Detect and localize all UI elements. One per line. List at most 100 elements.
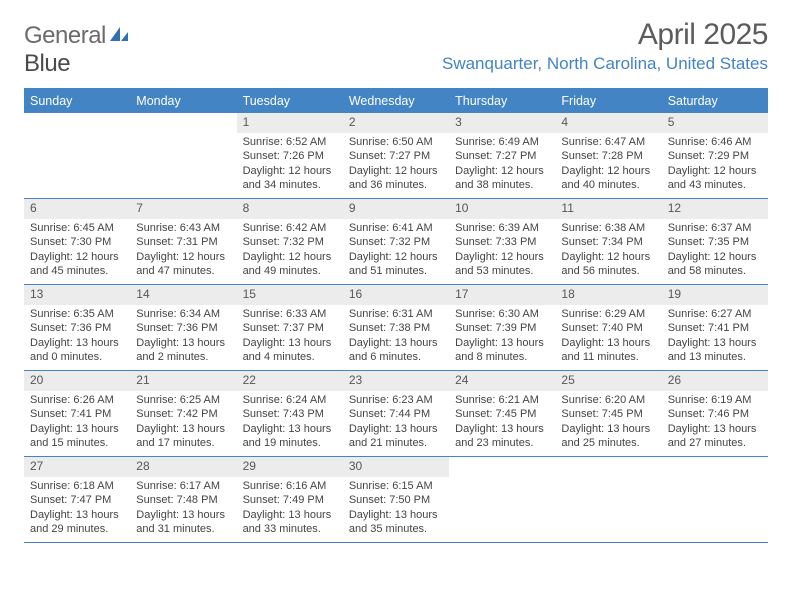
daylight-line: Daylight: 13 hours and 33 minutes. [243, 508, 337, 537]
sunset-line: Sunset: 7:34 PM [561, 235, 655, 250]
daylight-line: Daylight: 13 hours and 25 minutes. [561, 422, 655, 451]
calendar-cell: 16Sunrise: 6:31 AMSunset: 7:38 PMDayligh… [343, 285, 449, 370]
daylight-line: Daylight: 12 hours and 58 minutes. [668, 250, 762, 279]
day-number: 29 [237, 457, 343, 477]
daylight-line: Daylight: 12 hours and 40 minutes. [561, 164, 655, 193]
day-number: 21 [130, 371, 236, 391]
sunset-line: Sunset: 7:32 PM [349, 235, 443, 250]
day-header: Saturday [662, 90, 768, 113]
sunrise-line: Sunrise: 6:41 AM [349, 221, 443, 236]
sunrise-line: Sunrise: 6:37 AM [668, 221, 762, 236]
calendar-cell: 2Sunrise: 6:50 AMSunset: 7:27 PMDaylight… [343, 113, 449, 198]
cell-body: Sunrise: 6:17 AMSunset: 7:48 PMDaylight:… [130, 477, 236, 541]
cell-body: Sunrise: 6:47 AMSunset: 7:28 PMDaylight:… [555, 133, 661, 197]
cell-body: Sunrise: 6:38 AMSunset: 7:34 PMDaylight:… [555, 219, 661, 283]
sunset-line: Sunset: 7:33 PM [455, 235, 549, 250]
sunrise-line: Sunrise: 6:47 AM [561, 135, 655, 150]
day-number: 19 [662, 285, 768, 305]
calendar-cell: 3 Sunrise: 6:49 AMSunset: 7:27 PMDaylight… [449, 113, 555, 198]
sunset-line: Sunset: 7:36 PM [30, 321, 124, 336]
cell-body: Sunrise: 6:16 AMSunset: 7:49 PMDaylight:… [237, 477, 343, 541]
logo-sail-icon [108, 22, 130, 50]
sunrise-line: Sunrise: 6:23 AM [349, 393, 443, 408]
sunset-line: Sunset: 7:49 PM [243, 493, 337, 508]
daylight-line: Daylight: 13 hours and 4 minutes. [243, 336, 337, 365]
sunset-line: Sunset: 7:27 PM [455, 149, 549, 164]
sunrise-line: Sunrise: 6:25 AM [136, 393, 230, 408]
daylight-line: Daylight: 13 hours and 29 minutes. [30, 508, 124, 537]
day-number: 16 [343, 285, 449, 305]
daylight-line: Daylight: 12 hours and 38 minutes. [455, 164, 549, 193]
day-number: 25 [555, 371, 661, 391]
month-title: April 2025 [442, 18, 768, 52]
sunset-line: Sunset: 7:41 PM [668, 321, 762, 336]
day-number: 22 [237, 371, 343, 391]
sunrise-line: Sunrise: 6:49 AM [455, 135, 549, 150]
daylight-line: Daylight: 13 hours and 0 minutes. [30, 336, 124, 365]
day-number: 3 [449, 113, 555, 133]
calendar-cell: 7Sunrise: 6:43 AMSunset: 7:31 PMDaylight… [130, 199, 236, 284]
calendar-cell: . [24, 113, 130, 198]
day-header: Tuesday [237, 90, 343, 113]
sunrise-line: Sunrise: 6:18 AM [30, 479, 124, 494]
day-number: 8 [237, 199, 343, 219]
sunset-line: Sunset: 7:36 PM [136, 321, 230, 336]
sunset-line: Sunset: 7:48 PM [136, 493, 230, 508]
calendar-cell: 17Sunrise: 6:30 AMSunset: 7:39 PMDayligh… [449, 285, 555, 370]
cell-body: Sunrise: 6:27 AMSunset: 7:41 PMDaylight:… [662, 305, 768, 369]
sunrise-line: Sunrise: 6:42 AM [243, 221, 337, 236]
sunrise-line: Sunrise: 6:26 AM [30, 393, 124, 408]
sunrise-line: Sunrise: 6:46 AM [668, 135, 762, 150]
sunrise-line: Sunrise: 6:20 AM [561, 393, 655, 408]
sunrise-line: Sunrise: 6:35 AM [30, 307, 124, 322]
day-number: 20 [24, 371, 130, 391]
daylight-line: Daylight: 13 hours and 17 minutes. [136, 422, 230, 451]
day-number: 26 [662, 371, 768, 391]
location: Swanquarter, North Carolina, United Stat… [442, 54, 768, 74]
daylight-line: Daylight: 12 hours and 51 minutes. [349, 250, 443, 279]
sunset-line: Sunset: 7:32 PM [243, 235, 337, 250]
sunset-line: Sunset: 7:38 PM [349, 321, 443, 336]
day-number: 23 [343, 371, 449, 391]
sunrise-line: Sunrise: 6:17 AM [136, 479, 230, 494]
calendar-cell: 27Sunrise: 6:18 AMSunset: 7:47 PMDayligh… [24, 457, 130, 542]
calendar-cell: 20Sunrise: 6:26 AMSunset: 7:41 PMDayligh… [24, 371, 130, 456]
calendar-cell: 22Sunrise: 6:24 AMSunset: 7:43 PMDayligh… [237, 371, 343, 456]
day-number: 15 [237, 285, 343, 305]
logo-word1: General [24, 22, 106, 49]
calendar-cell: 25 Sunrise: 6:20 AMSunset: 7:45 PMDayligh… [555, 371, 661, 456]
sunset-line: Sunset: 7:41 PM [30, 407, 124, 422]
week-row: 6Sunrise: 6:45 AMSunset: 7:30 PMDaylight… [24, 199, 768, 285]
day-number: 28 [130, 457, 236, 477]
sunrise-line: Sunrise: 6:52 AM [243, 135, 337, 150]
cell-body: Sunrise: 6:46 AMSunset: 7:29 PMDaylight:… [662, 133, 768, 197]
cell-body: Sunrise: 6:23 AMSunset: 7:44 PMDaylight:… [343, 391, 449, 455]
daylight-line: Daylight: 13 hours and 31 minutes. [136, 508, 230, 537]
day-number: 7 [130, 199, 236, 219]
sunset-line: Sunset: 7:29 PM [668, 149, 762, 164]
logo: GeneralBlue [24, 22, 130, 78]
sunrise-line: Sunrise: 6:27 AM [668, 307, 762, 322]
sunset-line: Sunset: 7:45 PM [561, 407, 655, 422]
week-row: 27Sunrise: 6:18 AMSunset: 7:47 PMDayligh… [24, 457, 768, 543]
cell-body: Sunrise: 6:15 AMSunset: 7:50 PMDaylight:… [343, 477, 449, 541]
week-row: 20 Sunrise: 6:26 AMSunset: 7:41 PM Dayligh… [24, 371, 768, 457]
calendar-cell: 29Sunrise: 6:16 AMSunset: 7:49 PMDayligh… [237, 457, 343, 542]
sunrise-line: Sunrise: 6:31 AM [349, 307, 443, 322]
sunset-line: Sunset: 7:50 PM [349, 493, 443, 508]
calendar-cell: 5Sunrise: 6:46 AMSunset: 7:29 PMDaylight… [662, 113, 768, 198]
sunrise-line: Sunrise: 6:15 AM [349, 479, 443, 494]
daylight-line: Daylight: 12 hours and 34 minutes. [243, 164, 337, 193]
sunrise-line: Sunrise: 6:24 AM [243, 393, 337, 408]
day-number: 9 [343, 199, 449, 219]
calendar-cell: . [130, 113, 236, 198]
cell-body: Sunrise: 6:19 AMSunset: 7:46 PMDaylight:… [662, 391, 768, 455]
day-number: 30 [343, 457, 449, 477]
cell-body: Sunrise: 6:39 AMSunset: 7:33 PMDaylight:… [449, 219, 555, 283]
daylight-line: Daylight: 13 hours and 23 minutes. [455, 422, 549, 451]
daylight-line: Daylight: 13 hours and 35 minutes. [349, 508, 443, 537]
sunset-line: Sunset: 7:27 PM [349, 149, 443, 164]
sunrise-line: Sunrise: 6:30 AM [455, 307, 549, 322]
day-number: 27 [24, 457, 130, 477]
sunset-line: Sunset: 7:46 PM [668, 407, 762, 422]
